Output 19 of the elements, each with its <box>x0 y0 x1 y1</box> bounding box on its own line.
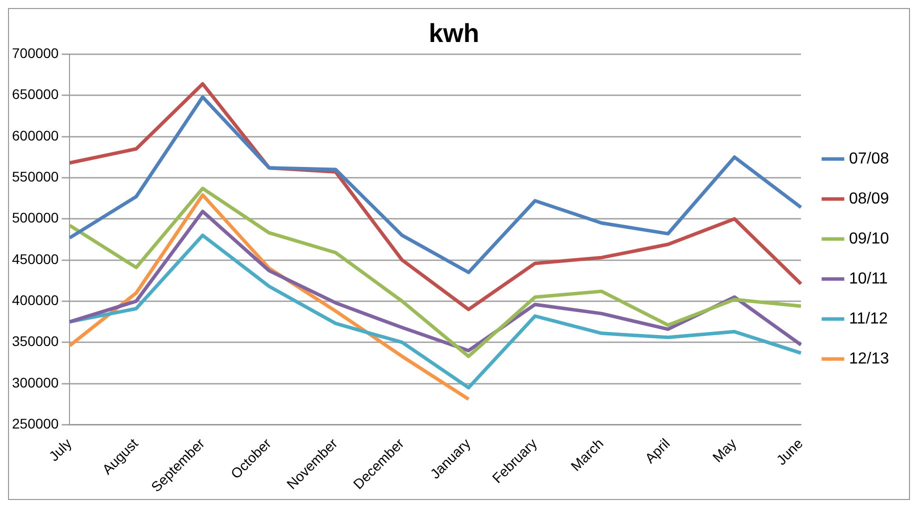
legend-label: 10/11 <box>848 270 888 288</box>
y-tick-label: 450000 <box>12 250 59 267</box>
y-tick-label: 350000 <box>12 333 59 350</box>
y-tick-label: 500000 <box>12 210 59 226</box>
legend-label: 09/10 <box>848 230 890 248</box>
y-tick-label: 700000 <box>12 45 59 62</box>
y-tick-label: 300000 <box>12 374 59 390</box>
y-tick-label: 550000 <box>12 168 59 185</box>
legend-label: 11/12 <box>848 310 888 328</box>
chart-title: kwh <box>428 18 480 48</box>
y-tick-label: 600000 <box>12 127 59 144</box>
y-tick-label: 400000 <box>12 292 59 308</box>
y-tick-label: 250000 <box>12 416 59 432</box>
y-tick-label: 650000 <box>12 86 59 102</box>
x-tick-label: July <box>46 435 75 464</box>
legend-label: 12/13 <box>848 350 890 368</box>
x-tick-label: May <box>709 435 740 466</box>
legend-label: 07/08 <box>848 150 890 168</box>
legend-label: 08/09 <box>848 190 890 208</box>
